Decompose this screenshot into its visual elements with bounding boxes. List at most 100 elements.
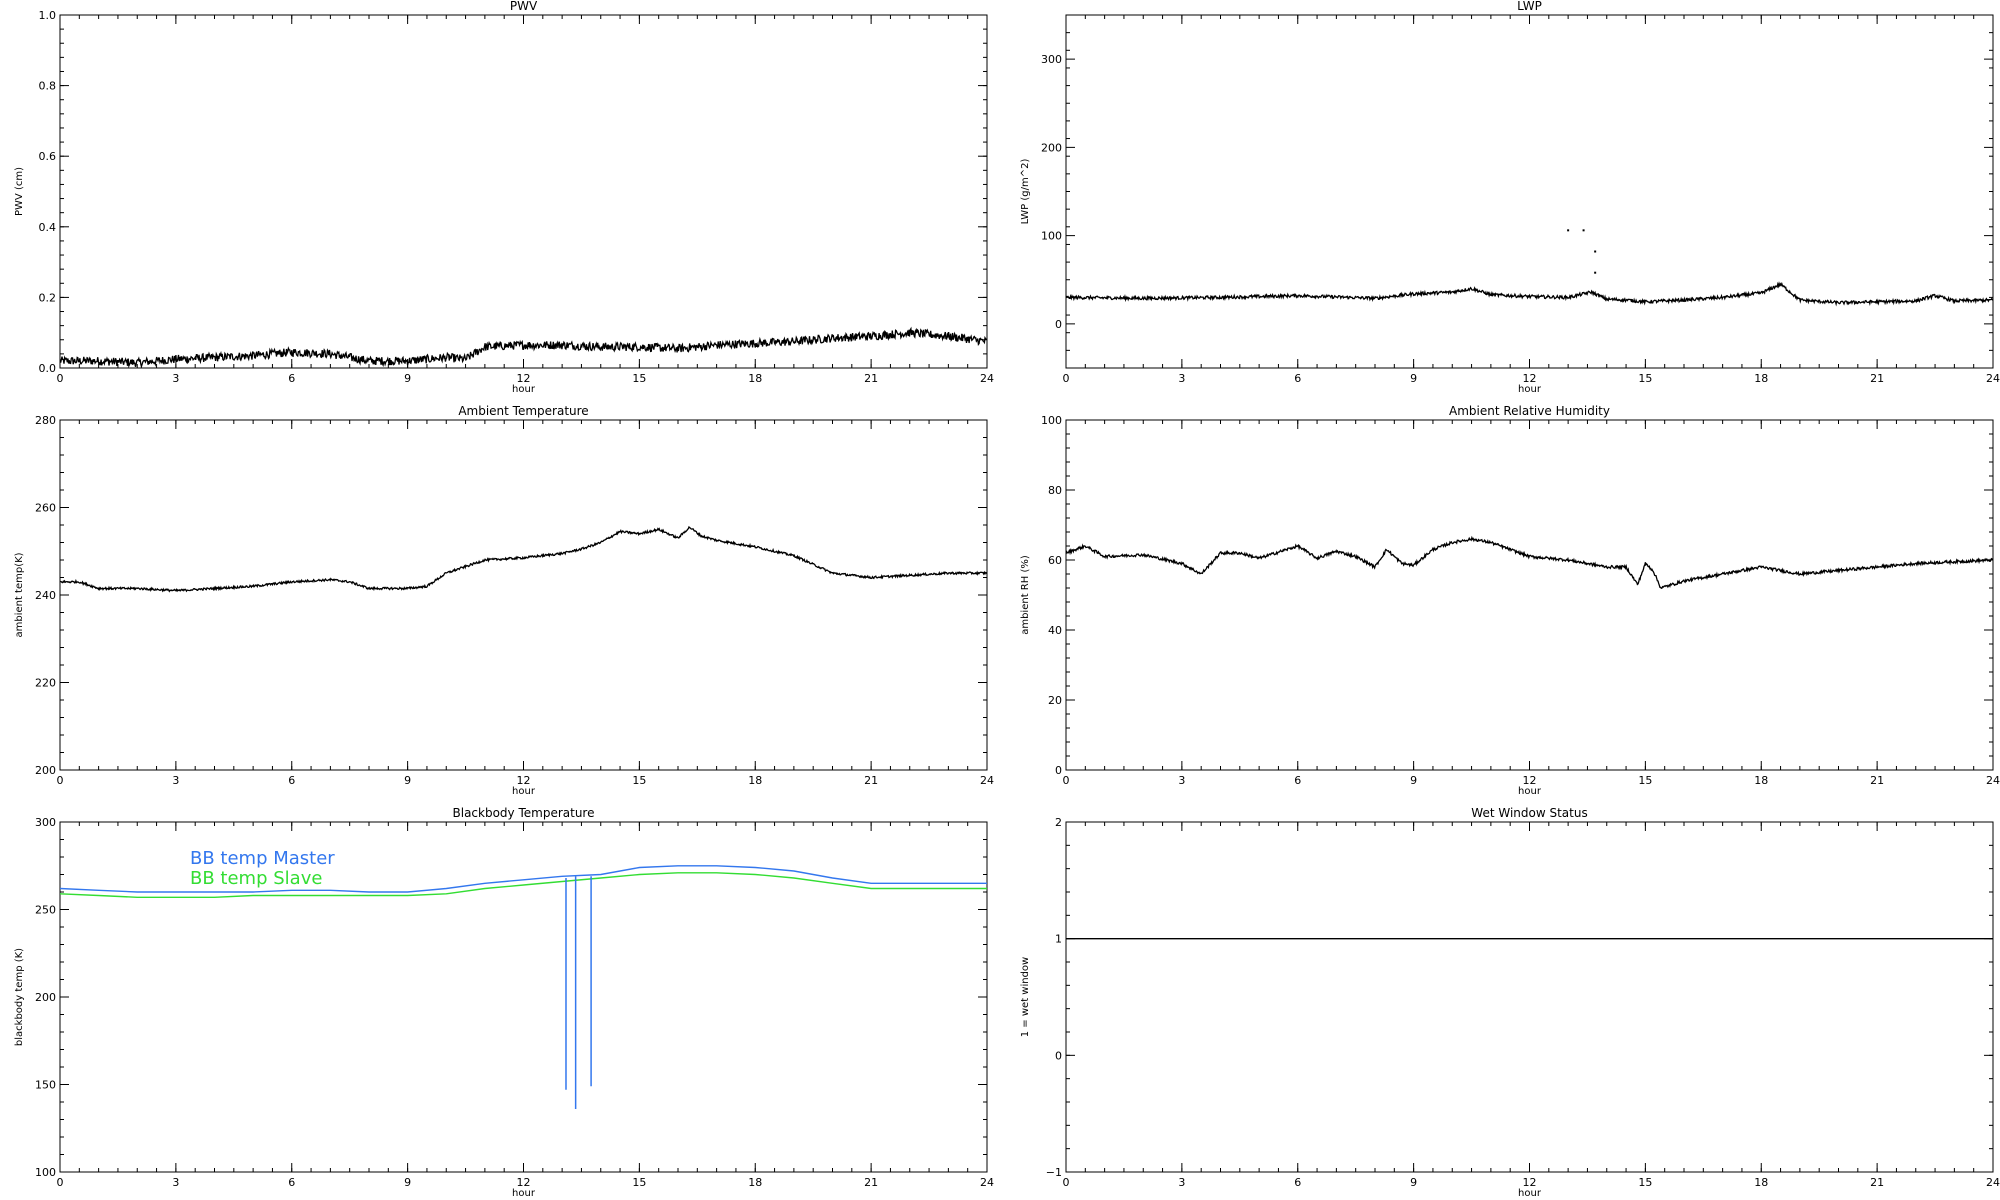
y-tick-label: 0 [1055, 764, 1062, 777]
plot-frame [59, 14, 988, 369]
x-tick-label: 9 [404, 774, 411, 787]
x-tick-label: 24 [1986, 1176, 2000, 1189]
series-line-1 [60, 872, 987, 898]
x-axis-label: hour [1518, 786, 1542, 797]
y-axis-label: PWV (cm) [14, 167, 25, 216]
x-tick-label: 18 [748, 372, 762, 385]
y-tick-label: 300 [1041, 53, 1062, 66]
x-tick-label: 21 [864, 372, 878, 385]
x-tick-label: 6 [1294, 1176, 1301, 1189]
y-tick-label: 1 [1055, 933, 1062, 946]
y-tick-label: 1.0 [39, 9, 57, 22]
data-area [1066, 535, 1993, 590]
x-tick-label: 0 [1063, 774, 1070, 787]
x-tick-label: 0 [57, 372, 64, 385]
x-tick-label: 3 [172, 774, 179, 787]
chart-title: Ambient Temperature [458, 404, 588, 418]
series-line-0 [1066, 281, 1993, 307]
y-tick-label: −1 [1046, 1166, 1062, 1179]
x-tick-label: 3 [1178, 372, 1185, 385]
scatter-point [1567, 229, 1570, 232]
x-tick-label: 24 [980, 372, 994, 385]
y-tick-label: 280 [35, 414, 56, 427]
x-axis-label: hour [512, 1188, 536, 1199]
x-tick-label: 21 [1870, 372, 1884, 385]
x-tick-label: 15 [1638, 774, 1652, 787]
plot-frame [59, 419, 988, 771]
chart-title: Ambient Relative Humidity [1449, 404, 1610, 418]
chart-panel-0: PWV 0 3 6 9 12 15 18 21 24 hour 0.0 0.2 0.4 0.6 0.8 1.0 P… [14, 0, 994, 395]
y-tick-label: 0.8 [39, 80, 57, 93]
x-tick-label: 9 [404, 1176, 411, 1189]
y-tick-label: 0.0 [39, 362, 57, 375]
x-tick-label: 3 [1178, 774, 1185, 787]
series-line-0 [60, 326, 987, 368]
scatter-point [1582, 229, 1585, 232]
x-tick-label: 0 [57, 774, 64, 787]
y-tick-label: 0.2 [39, 291, 57, 304]
x-tick-label: 15 [632, 1176, 646, 1189]
x-tick-label: 21 [864, 774, 878, 787]
chart-title: LWP [1517, 0, 1542, 13]
x-tick-label: 6 [1294, 774, 1301, 787]
x-tick-label: 21 [864, 1176, 878, 1189]
x-tick-label: 24 [1986, 774, 2000, 787]
x-tick-label: 0 [1063, 372, 1070, 385]
x-tick-label: 24 [980, 774, 994, 787]
chart-panel-3: Ambient Relative Humidity 0 3 6 9 12 15 18 21 24 h… [1020, 404, 2000, 797]
scatter-point [1594, 250, 1597, 253]
x-tick-label: 12 [1523, 1176, 1537, 1189]
x-axis-label: hour [1518, 384, 1542, 395]
data-area [60, 865, 987, 1109]
y-tick-label: 0.6 [39, 150, 57, 163]
x-axis-label: hour [1518, 1188, 1542, 1199]
x-tick-label: 9 [1410, 774, 1417, 787]
y-tick-label: 250 [35, 904, 56, 917]
chart-panel-1: LWP 0 3 6 9 12 15 18 21 24 hour 0 100 200 300 LWP (g/m^… [1020, 0, 2000, 395]
x-tick-label: 18 [748, 774, 762, 787]
x-tick-label: 3 [1178, 1176, 1185, 1189]
y-tick-label: 2 [1055, 816, 1062, 829]
y-axis-label: blackbody temp (K) [14, 948, 25, 1046]
x-tick-label: 6 [288, 774, 295, 787]
chart-panel-2: Ambient Temperature 0 3 6 9 12 15 18 21 24 hour 200… [14, 404, 994, 797]
chart-panel-4: Blackbody Temperature 0 3 6 9 12 15 18 21 24 hour 1… [14, 806, 994, 1199]
x-tick-label: 21 [1870, 1176, 1884, 1189]
x-tick-label: 0 [57, 1176, 64, 1189]
y-tick-label: 0.4 [39, 221, 57, 234]
x-tick-label: 9 [404, 372, 411, 385]
x-tick-label: 12 [517, 774, 531, 787]
y-tick-label: 0 [1055, 318, 1062, 331]
y-tick-label: 100 [1041, 414, 1062, 427]
x-tick-label: 18 [1754, 774, 1768, 787]
y-tick-label: 0 [1055, 1049, 1062, 1062]
series-line-0 [60, 525, 987, 593]
x-tick-label: 0 [1063, 1176, 1070, 1189]
x-tick-label: 9 [1410, 372, 1417, 385]
y-tick-label: 220 [35, 677, 56, 690]
x-tick-label: 6 [288, 1176, 295, 1189]
legend-entry: BB temp Master [190, 848, 335, 869]
y-tick-label: 60 [1048, 554, 1062, 567]
plot-frame [1065, 821, 1994, 1173]
y-tick-label: 100 [1041, 230, 1062, 243]
x-tick-label: 15 [632, 774, 646, 787]
x-tick-label: 12 [517, 372, 531, 385]
y-axis-label: 1 = wet window [1020, 957, 1031, 1037]
y-axis-label: ambient temp(K) [14, 552, 25, 637]
x-tick-label: 3 [172, 1176, 179, 1189]
x-tick-label: 15 [632, 372, 646, 385]
plot-frame [1065, 419, 1994, 771]
legend-entry: BB temp Slave [190, 868, 322, 889]
x-tick-label: 6 [288, 372, 295, 385]
y-tick-label: 260 [35, 502, 56, 515]
y-tick-label: 200 [1041, 141, 1062, 154]
x-tick-label: 24 [1986, 372, 2000, 385]
chart-title: Wet Window Status [1471, 806, 1587, 820]
y-axis-label: LWP (g/m^2) [1020, 159, 1031, 225]
x-tick-label: 6 [1294, 372, 1301, 385]
y-tick-label: 200 [35, 764, 56, 777]
x-axis-label: hour [512, 384, 536, 395]
x-tick-label: 18 [1754, 372, 1768, 385]
